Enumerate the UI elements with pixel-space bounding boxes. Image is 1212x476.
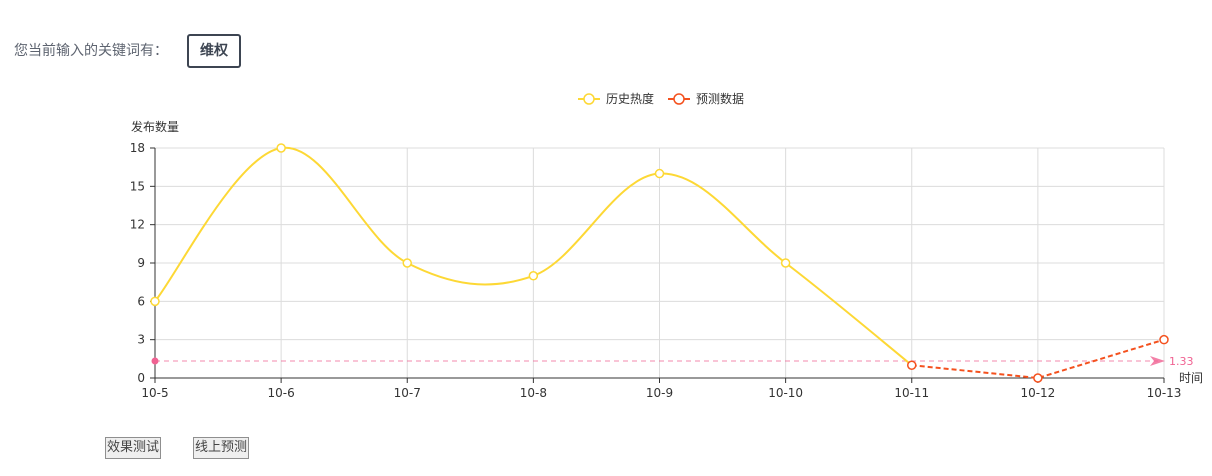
series-line-forecast <box>911 338 1165 380</box>
data-point <box>907 360 917 370</box>
x-tick-label: 10-6 <box>268 386 295 400</box>
x-tick-label: 10-10 <box>768 386 803 400</box>
axes: 0 3 6 9 12 15 18 10-5 10-6 10-7 10-8 10-9 10-10 10-11… <box>130 141 1182 400</box>
y-axis-label: 发布数量 <box>131 119 179 134</box>
y-tick-label: 6 <box>137 294 145 308</box>
x-tick-label: 10-13 <box>1147 386 1182 400</box>
x-tick-label: 10-11 <box>894 386 929 400</box>
y-tick-label: 15 <box>130 179 145 193</box>
x-axis-label: 时间 <box>1179 371 1203 385</box>
data-point <box>780 258 791 268</box>
x-tick-label: 10-8 <box>520 386 547 400</box>
predict-button[interactable]: 线上预测 <box>193 437 250 459</box>
keyword-prompt: 您当前输入的关键词有： <box>14 43 168 59</box>
y-tick-label: 9 <box>137 256 145 270</box>
y-tick-label: 12 <box>130 218 145 232</box>
data-point <box>402 258 412 268</box>
y-tick-label: 3 <box>137 333 145 347</box>
x-tick-label: 10-9 <box>646 386 673 400</box>
markline-label: 1.33 <box>1169 355 1194 368</box>
legend-marker-icon <box>673 93 685 105</box>
legend-item-label: 预测数据 <box>696 91 744 106</box>
data-point <box>1159 334 1169 345</box>
markline-arrow <box>1150 356 1165 367</box>
chart-legend: 历史热度 预测数据 <box>578 91 744 106</box>
markline-start-dot <box>151 357 159 365</box>
keyword-tag[interactable]: 维权 <box>187 34 241 68</box>
data-point <box>654 168 665 179</box>
test-button[interactable]: 效果测试 <box>105 437 162 459</box>
legend-marker-icon <box>583 93 595 105</box>
data-point <box>276 143 286 153</box>
heat-chart: 历史热度 预测数据 发布数量 0 3 6 9 12 15 18 10-5 10-6 10-7 10-8… <box>130 91 1203 400</box>
data-point <box>1033 373 1043 383</box>
series-layer: 1.33 <box>150 143 1194 383</box>
x-tick-label: 10-5 <box>141 386 168 400</box>
data-point <box>150 296 160 307</box>
grid-lines <box>155 147 1165 378</box>
x-tick-label: 10-7 <box>394 386 421 400</box>
y-tick-label: 0 <box>137 371 145 385</box>
x-tick-label: 10-12 <box>1020 386 1055 400</box>
y-tick-label: 18 <box>130 141 145 155</box>
data-point <box>528 271 539 281</box>
legend-item-label: 历史热度 <box>606 91 654 106</box>
